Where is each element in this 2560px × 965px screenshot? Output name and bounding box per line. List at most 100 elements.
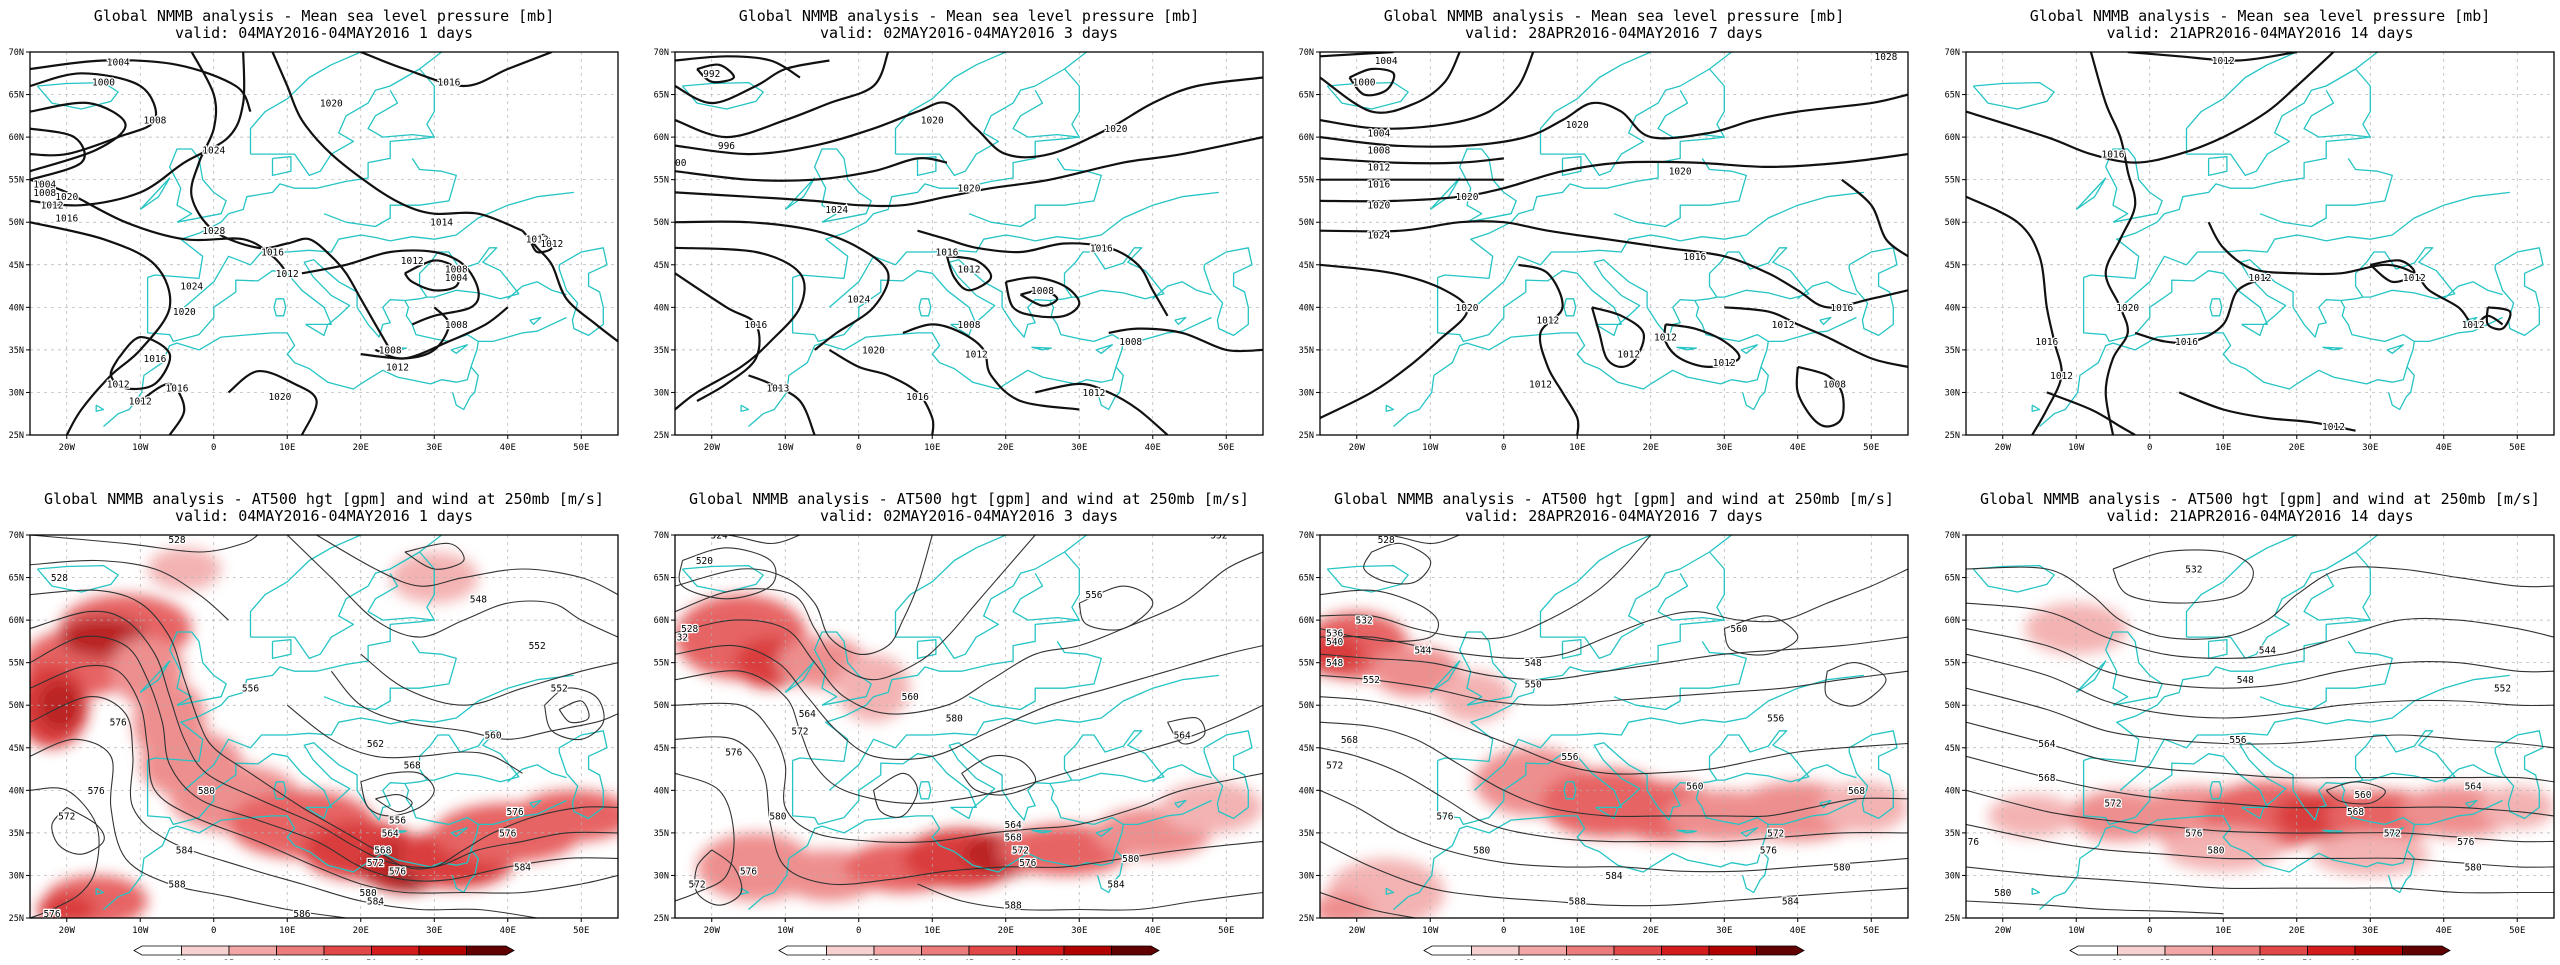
wind-speed-blob	[836, 654, 911, 723]
coastline	[1436, 730, 1810, 826]
coastline	[1676, 346, 1697, 351]
coastline	[1797, 281, 1857, 300]
x-tick-label: 0	[211, 443, 216, 453]
coastline	[828, 674, 1219, 791]
contour-label: 1024	[1367, 230, 1390, 241]
x-tick-label: 40E	[1145, 926, 1161, 936]
coastline	[2105, 148, 2163, 223]
y-tick-label: 40N	[1945, 303, 1960, 313]
contour-label: 1004	[33, 179, 56, 190]
contour-label: 552	[1363, 675, 1380, 686]
height-contour	[30, 787, 100, 918]
x-tick-label: 50E	[573, 926, 589, 936]
contour-label: 584	[1605, 871, 1622, 882]
coastline	[95, 404, 105, 412]
x-tick-label: 20W	[704, 443, 721, 453]
isobar	[1320, 52, 1535, 130]
y-tick-label: 60N	[1299, 133, 1314, 143]
contour-label: 560	[1730, 624, 1747, 635]
contour-label: 580	[2465, 862, 2482, 873]
contour-label: 528	[51, 573, 68, 584]
coastline	[273, 781, 287, 800]
contour-label: 1020	[55, 192, 78, 203]
contour-label: 564	[1174, 731, 1191, 742]
coastline	[740, 404, 750, 412]
panel-subtitle: valid: 21APR2016-04MAY2016 14 days	[2106, 24, 2413, 42]
contour-label: 1012	[2462, 320, 2485, 331]
contour-label: 584	[1107, 879, 1124, 890]
contour-label: 1000	[1353, 77, 1376, 88]
contour-label: 580	[2207, 845, 2224, 856]
y-tick-label: 40N	[654, 303, 669, 313]
coastline	[2322, 829, 2343, 834]
coastline	[1561, 639, 1582, 660]
contour-label: 572	[58, 811, 75, 822]
isobars	[1966, 52, 2512, 435]
isobar	[1320, 93, 1908, 148]
height-contour	[1167, 716, 1206, 745]
x-tick-label: 0	[1501, 443, 1506, 453]
y-tick-label: 65N	[9, 91, 24, 101]
contour-label: 568	[374, 845, 391, 856]
wind-speed-blob	[2480, 786, 2554, 829]
coastline	[1437, 136, 1725, 280]
coastline	[146, 730, 520, 826]
coastline	[681, 81, 764, 110]
colorbar-segment	[1518, 945, 1567, 956]
colorbar-segment	[921, 945, 970, 956]
coastline	[2083, 619, 2371, 763]
contour-label: 1020	[173, 307, 196, 318]
contour-label: 586	[293, 909, 310, 920]
coastline	[1095, 344, 1113, 354]
coastline	[367, 68, 435, 138]
contour-label: 556	[1767, 713, 1784, 724]
coastline	[478, 799, 567, 826]
map-frame	[1319, 534, 1909, 919]
coastline	[1429, 177, 1461, 211]
contour-label: 1016	[936, 248, 959, 259]
y-tick-label: 25N	[9, 914, 24, 924]
height-contour	[375, 794, 413, 813]
contour-label: 1016	[166, 384, 189, 395]
contour-label: 580	[360, 888, 377, 899]
x-tick-label: 20E	[353, 443, 369, 453]
coastline	[813, 631, 872, 706]
panel-z500-3d: Global NMMB analysis - AT500 hgt [gpm] a…	[654, 490, 1264, 965]
coastline	[2303, 551, 2371, 621]
contour-label: 1008	[445, 265, 468, 276]
contour-label: 536	[1326, 628, 1343, 639]
height-contour	[30, 589, 618, 870]
wind-speed-blob	[147, 547, 222, 591]
contour-label: 544	[2259, 645, 2276, 656]
wind-speed-blob	[37, 892, 97, 918]
contour-label: 568	[1848, 786, 1865, 797]
y-tick-label: 30N	[9, 388, 24, 398]
coastline	[1613, 641, 1747, 711]
x-tick-label: 0	[856, 926, 861, 936]
x-tick-label: 20W	[1349, 443, 1366, 453]
y-tick-label: 30N	[9, 871, 24, 881]
y-tick-label: 30N	[1945, 388, 1960, 398]
contour-label: 1016	[744, 320, 767, 331]
contour-label: 568	[1005, 833, 1022, 844]
isobar	[1795, 365, 1845, 428]
gridlines	[1320, 535, 1908, 918]
panel-title: Global NMMB analysis - Mean sea level pr…	[94, 7, 555, 25]
coastline	[139, 177, 171, 211]
coastline	[1741, 849, 1769, 894]
coastline	[305, 323, 329, 337]
isobar	[301, 249, 480, 326]
height-contour	[1966, 866, 2554, 894]
contour-label: 588	[1005, 901, 1022, 912]
height-contour	[675, 702, 1263, 843]
isobar	[945, 255, 993, 292]
coastline	[323, 641, 457, 711]
coastline	[1473, 191, 1864, 308]
coastline	[1123, 799, 1212, 826]
contour-labels: 1004100010081024102010121016100410081024…	[32, 56, 565, 408]
contour-label: 1000	[664, 158, 687, 169]
coastline	[271, 639, 292, 660]
y-tick-label: 45N	[654, 261, 669, 271]
contour-label: 520	[696, 556, 713, 567]
